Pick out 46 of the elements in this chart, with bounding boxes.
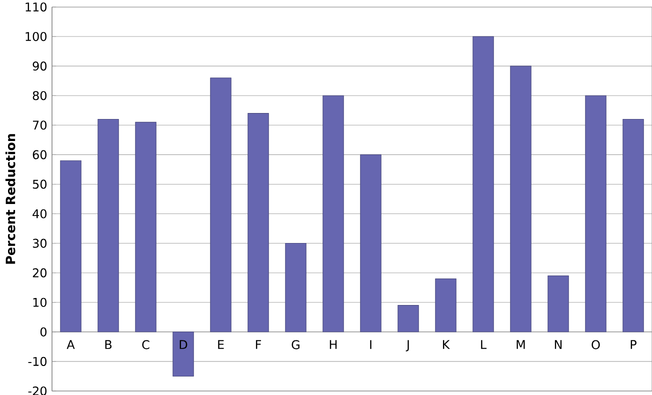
bar bbox=[510, 66, 532, 332]
y-tick-label: 0 bbox=[40, 327, 46, 336]
bar bbox=[210, 78, 232, 332]
y-tick-label: 30 bbox=[32, 238, 46, 248]
x-tick-label: K bbox=[442, 340, 450, 349]
bar bbox=[172, 332, 194, 376]
bar bbox=[360, 154, 382, 332]
x-tick-label: D bbox=[180, 340, 188, 349]
y-tick-label: 60 bbox=[32, 150, 46, 160]
bar bbox=[135, 122, 156, 332]
bar bbox=[398, 305, 419, 332]
x-tick-label: E bbox=[218, 340, 224, 349]
y-axis-title: Percent Reduction bbox=[5, 134, 16, 264]
x-tick-label: B bbox=[105, 340, 112, 349]
y-tick-label: 100 bbox=[26, 32, 46, 42]
bar bbox=[285, 243, 306, 332]
bar bbox=[435, 278, 456, 332]
x-tick-label: L bbox=[481, 340, 487, 349]
x-tick-label: G bbox=[292, 340, 300, 350]
x-tick-label: H bbox=[330, 340, 337, 349]
bar bbox=[98, 118, 119, 332]
y-tick-label: 80 bbox=[32, 91, 46, 100]
y-tick-label: 110 bbox=[26, 2, 46, 12]
x-tick-label: M bbox=[516, 340, 525, 349]
bar bbox=[248, 113, 269, 332]
x-tick-label: C bbox=[142, 340, 150, 350]
x-tick-label: J bbox=[406, 340, 409, 352]
bar bbox=[472, 36, 494, 332]
y-tick-label: 40 bbox=[32, 209, 46, 218]
bar bbox=[548, 276, 569, 332]
bar bbox=[622, 118, 644, 332]
bar bbox=[60, 160, 82, 332]
x-tick-label: I bbox=[370, 340, 372, 349]
y-tick-label: -10 bbox=[28, 356, 46, 366]
y-tick-label: 90 bbox=[32, 62, 46, 71]
y-tick-label: 70 bbox=[33, 120, 46, 130]
y-tick-label: 50 bbox=[32, 180, 46, 189]
x-tick-label: O bbox=[592, 340, 600, 350]
bar bbox=[585, 95, 606, 332]
y-tick-label: 10 bbox=[33, 298, 46, 307]
bar bbox=[322, 95, 344, 332]
x-tick-label: A bbox=[66, 340, 75, 349]
x-tick-label: P bbox=[630, 340, 636, 349]
x-tick-label: F bbox=[256, 340, 262, 349]
x-tick-label: N bbox=[554, 340, 562, 349]
y-tick-label: 20 bbox=[32, 268, 46, 278]
